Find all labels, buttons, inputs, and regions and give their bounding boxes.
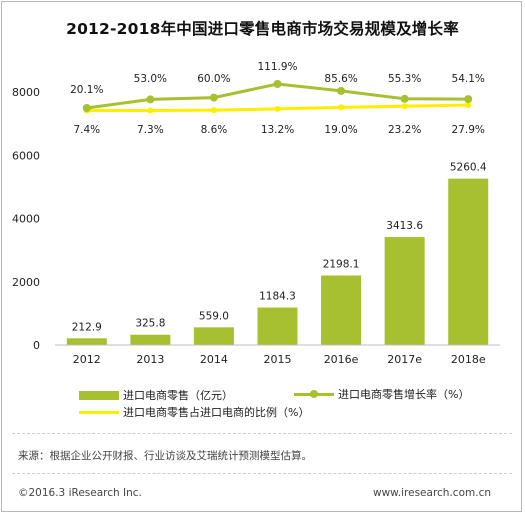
growth-value-label: 54.1% xyxy=(452,73,485,85)
share-value-label: 7.3% xyxy=(137,124,164,136)
bar-value-labels: 212.9 325.8 559.0 1184.3 2198.1 3413.6 5260.4 xyxy=(72,162,487,334)
legend-growth-swatch xyxy=(294,389,334,399)
bar xyxy=(321,275,362,345)
website: www.iresearch.com.cn xyxy=(372,487,491,499)
growth-value-label: 60.0% xyxy=(197,73,230,85)
divider-bottom xyxy=(12,473,512,474)
y-tick-label: 4000 xyxy=(12,213,40,226)
divider-top xyxy=(12,433,512,434)
bar-value-label: 559.0 xyxy=(199,310,229,322)
legend-bar-swatch xyxy=(79,390,119,400)
growth-value-label: 85.6% xyxy=(324,73,357,85)
share-value-label: 27.9% xyxy=(452,124,485,136)
growth-value-label: 111.9% xyxy=(257,61,297,73)
legend-growth: 进口电商零售增长率（%） xyxy=(294,386,469,402)
x-tick-label: 2016e xyxy=(324,353,359,366)
share-value-label: 7.4% xyxy=(73,124,100,136)
y-tick-label: 2000 xyxy=(12,276,40,289)
bar-value-label: 3413.6 xyxy=(386,220,423,232)
bar xyxy=(66,338,107,345)
line-series: 20.1% 53.0% 60.0% 111.9% 85.6% 55.3% 54.1% 7.4%… xyxy=(70,61,485,136)
bar-value-label: 1184.3 xyxy=(259,291,296,303)
bar-value-label: 2198.1 xyxy=(323,258,360,270)
bar-value-label: 5260.4 xyxy=(450,162,487,174)
bar xyxy=(193,327,234,345)
copyright: ©2016.3 iResearch Inc. xyxy=(18,487,142,499)
share-point xyxy=(465,102,472,108)
y-tick-label: 0 xyxy=(33,339,40,352)
x-tick-label: 2014 xyxy=(200,353,228,366)
share-value-label: 13.2% xyxy=(261,124,294,136)
x-tick-label: 2013 xyxy=(136,353,164,366)
share-point xyxy=(210,107,217,114)
bar-value-label: 325.8 xyxy=(135,318,165,330)
growth-value-label: 55.3% xyxy=(388,73,421,85)
x-axis: 2012 2013 2014 2015 2016e 2017e 2018e xyxy=(55,344,500,366)
x-tick-label: 2017e xyxy=(387,353,422,366)
share-point xyxy=(274,105,281,112)
share-value-label: 8.6% xyxy=(201,124,228,136)
growth-point xyxy=(146,95,155,104)
legend-bar-label: 进口电商零售（亿元） xyxy=(123,389,233,402)
legend-growth-label: 进口电商零售增长率（%） xyxy=(338,388,470,401)
growth-value-label: 20.1% xyxy=(70,84,103,96)
growth-point xyxy=(209,93,218,102)
y-tick-label: 8000 xyxy=(12,86,40,99)
legend-share-label: 进口电商零售占进口电商的比例（%） xyxy=(123,406,310,419)
y-axis: 0 2000 4000 6000 8000 xyxy=(12,86,40,352)
x-tick-label: 2012 xyxy=(73,353,101,366)
bar-value-label: 212.9 xyxy=(72,321,102,333)
bar xyxy=(130,334,171,345)
bar xyxy=(257,307,298,345)
growth-point xyxy=(464,95,473,104)
x-tick-label: 2018e xyxy=(451,353,486,366)
bar xyxy=(448,178,489,345)
growth-point xyxy=(273,80,282,88)
legend-share-swatch xyxy=(79,407,119,417)
share-point xyxy=(147,107,154,114)
share-point xyxy=(338,104,345,111)
source-note: 来源：根据企业公开财报、行业访谈及艾瑞统计预测模型估算。 xyxy=(18,450,312,462)
growth-point xyxy=(337,86,346,95)
growth-point xyxy=(82,104,91,112)
legend-share: 进口电商零售占进口电商的比例（%） xyxy=(79,404,309,420)
bar xyxy=(384,237,425,345)
growth-value-label: 53.0% xyxy=(134,73,167,85)
share-point xyxy=(401,103,408,110)
y-tick-label: 6000 xyxy=(12,149,40,162)
share-value-label: 23.2% xyxy=(388,124,421,136)
growth-point xyxy=(400,94,409,103)
share-value-label: 19.0% xyxy=(324,124,357,136)
x-tick-label: 2015 xyxy=(264,353,292,366)
legend-bar: 进口电商零售（亿元） xyxy=(79,387,233,403)
bar-series xyxy=(66,178,489,345)
chart-title: 2012-2018年中国进口零售电商市场交易规模及增长率 xyxy=(66,20,459,38)
